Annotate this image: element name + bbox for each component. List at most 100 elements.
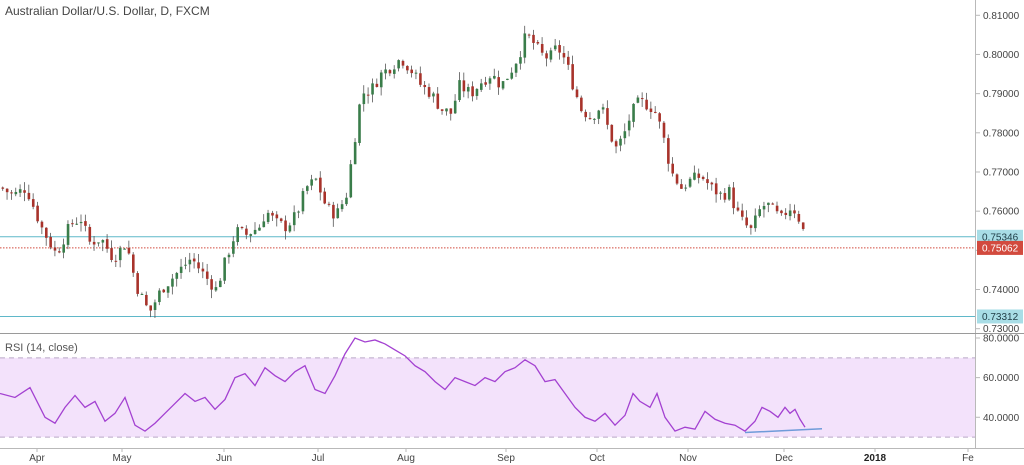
- candle-bear: [562, 53, 566, 58]
- candle-bull: [358, 104, 361, 144]
- candle-bull: [475, 88, 479, 96]
- candle-bear: [406, 66, 409, 71]
- candle-bull: [314, 178, 318, 180]
- candle-bull: [601, 107, 605, 110]
- candle-bull: [266, 212, 270, 222]
- candle-bear: [332, 204, 335, 219]
- level-badge: [977, 229, 1023, 244]
- candle-bull: [166, 286, 170, 293]
- candle-bull: [693, 172, 696, 180]
- candle-bear: [149, 305, 152, 311]
- candle-bear: [36, 205, 39, 222]
- candle-bear: [662, 122, 666, 138]
- candle-bear: [610, 124, 614, 142]
- candle-bull: [175, 272, 179, 279]
- candle-bear: [197, 262, 200, 269]
- candle-bear: [192, 258, 196, 262]
- candle-bear: [53, 247, 57, 251]
- candle-bear: [31, 199, 35, 207]
- candle-bear: [780, 210, 783, 214]
- candle-bull: [397, 60, 400, 69]
- candle-bull: [262, 221, 266, 228]
- candle-bull: [379, 72, 383, 88]
- candle-bear: [671, 163, 674, 174]
- candle-bear: [654, 111, 657, 113]
- rsi-trendline: [744, 428, 823, 434]
- candle-bear: [423, 84, 427, 88]
- candle-bear: [284, 220, 287, 232]
- candle-bull: [140, 293, 144, 295]
- candle-bear: [540, 43, 544, 53]
- candle-bull: [62, 244, 65, 253]
- horizontal-lines: [0, 236, 975, 317]
- candle-bull: [232, 241, 235, 254]
- chart-title: Australian Dollar/U.S. Dollar, D, FXCM: [5, 4, 210, 18]
- candle-bull: [306, 186, 309, 191]
- candle-bear: [723, 193, 727, 200]
- candle-bull: [506, 78, 509, 80]
- candle-bear: [749, 225, 753, 228]
- candle-bear: [279, 218, 283, 222]
- candle-bull: [297, 211, 300, 213]
- candle-bull: [123, 248, 126, 250]
- candle-bear: [84, 221, 87, 226]
- candle-bull: [66, 223, 70, 245]
- candle-bear: [606, 108, 609, 125]
- level-badge: [977, 309, 1023, 324]
- candle-bull: [153, 302, 157, 310]
- price-tick-label: 0.81000: [983, 11, 1020, 22]
- candle-bear: [701, 176, 705, 179]
- rsi-line: [0, 337, 806, 432]
- time-tick-label: Aug: [397, 453, 415, 464]
- candle-bear: [658, 113, 661, 122]
- rsi-tick-labels: 80.0000 60.0000 40.0000: [975, 334, 1020, 424]
- candle-bear: [697, 173, 701, 178]
- candle-bear: [114, 260, 118, 262]
- price-tick-label: 0.78000: [983, 128, 1020, 139]
- candles: [1, 25, 805, 319]
- time-tick-label: Sep: [497, 453, 515, 464]
- candle-bear: [588, 118, 592, 120]
- candle-bull: [636, 97, 640, 103]
- candle-bear: [1, 187, 5, 189]
- candle-bear: [440, 109, 444, 111]
- candle-bear: [584, 111, 587, 118]
- candle-bull: [480, 83, 483, 90]
- candle-bull: [762, 205, 766, 210]
- price-tick-label: 0.79000: [983, 89, 1020, 100]
- candle-bull: [466, 87, 470, 92]
- price-axis: 0.81000 0.80000 0.79000 0.78000 0.77000 0.760…: [975, 0, 1023, 448]
- candle-bear: [484, 82, 487, 85]
- candle-bear: [771, 203, 775, 205]
- candle-bear: [58, 251, 61, 253]
- time-tick-label: Nov: [679, 453, 697, 464]
- candle-bull: [18, 189, 22, 193]
- time-tick-label: Jun: [216, 453, 232, 464]
- candle-bear: [784, 212, 788, 216]
- candle-bear: [571, 64, 574, 90]
- price-tick-label: 0.77000: [983, 167, 1020, 178]
- candle-bull: [158, 290, 161, 303]
- candle-bear: [706, 179, 709, 184]
- candle-bull: [288, 225, 292, 232]
- candle-bear: [614, 141, 618, 147]
- candle-bull: [767, 202, 770, 205]
- candle-bull: [619, 138, 622, 146]
- level-badge-label: 0.73312: [982, 312, 1019, 323]
- candle-bull: [754, 215, 757, 229]
- price-panel: Australian Dollar/U.S. Dollar, D, FXCM: [0, 4, 975, 319]
- time-tick-labels: Apr May Jun Jul Aug Sep Oct Nov Dec 2018 Fe: [29, 448, 974, 464]
- candle-bull: [458, 80, 461, 101]
- candle-bull: [453, 100, 457, 114]
- last-price-label: 0.75062: [982, 243, 1019, 254]
- candle-bull: [632, 103, 635, 122]
- rsi-tick-label: 40.0000: [983, 413, 1020, 424]
- candle-bull: [393, 69, 396, 74]
- candle-bear: [797, 214, 801, 222]
- candle-bear: [419, 73, 422, 85]
- candle-bear: [275, 214, 279, 219]
- candle-bull: [118, 247, 122, 261]
- candle-bear: [675, 174, 679, 184]
- candle-bull: [501, 81, 505, 89]
- candle-bull: [336, 208, 340, 219]
